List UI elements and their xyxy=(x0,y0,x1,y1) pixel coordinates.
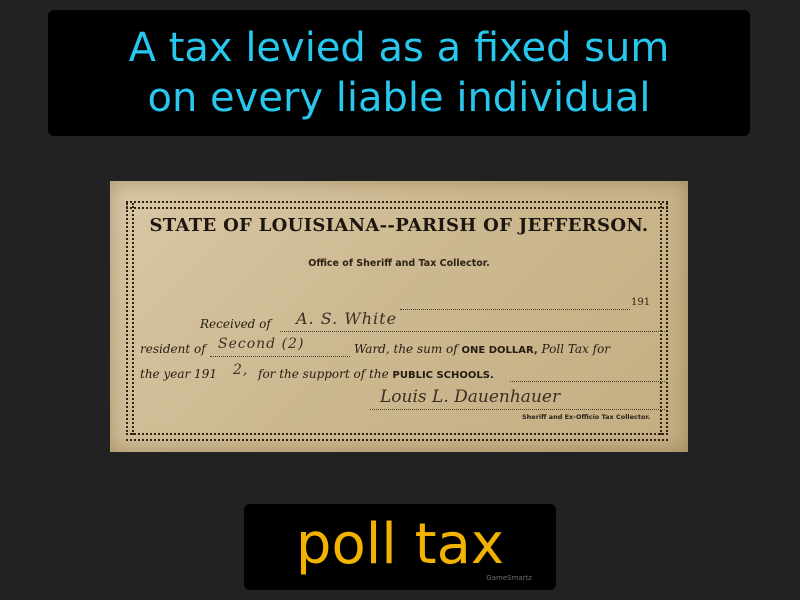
amount-caps: ONE DOLLAR, xyxy=(461,345,538,356)
ward-line xyxy=(210,356,350,357)
receipt-subtitle: Office of Sheriff and Tax Collector. xyxy=(308,258,490,269)
collector-signature: Louis L. Dauenhauer xyxy=(380,387,561,407)
year-value: 2, xyxy=(233,362,249,378)
resident-label: resident of xyxy=(140,342,206,356)
poll-tax-label: Poll Tax for xyxy=(541,342,611,356)
received-line xyxy=(280,331,665,332)
term-text: poll tax xyxy=(295,512,505,577)
support-text: for the support of the PUBLIC SCHOOLS. xyxy=(258,367,494,381)
received-name: A. S. White xyxy=(296,309,398,328)
definition-box: A tax levied as a fixed sum on every lia… xyxy=(48,10,750,136)
receipt-border-bottom xyxy=(126,433,668,441)
year-label: the year 191 xyxy=(140,367,217,381)
term-box: poll tax GameSmartz xyxy=(244,504,556,590)
receipt-border-right xyxy=(660,203,668,435)
year-line xyxy=(510,381,665,382)
definition-line-2: on every liable individual xyxy=(147,75,651,121)
ward-value: Second (2) xyxy=(218,336,305,352)
collector-title: Sheriff and Ex-Officio Tax Collector. xyxy=(522,413,651,421)
definition-text: A tax levied as a fixed sum on every lia… xyxy=(129,23,670,123)
brand-watermark: GameSmartz xyxy=(486,574,532,582)
receipt-border-top xyxy=(126,201,668,209)
schools-caps: PUBLIC SCHOOLS. xyxy=(392,370,494,381)
receipt-date-line xyxy=(400,309,630,310)
signature-line xyxy=(370,409,665,410)
ward-text: Ward, the sum of ONE DOLLAR, Poll Tax fo… xyxy=(354,342,610,356)
poll-tax-receipt-image: STATE OF LOUISIANA--PARISH OF JEFFERSON.… xyxy=(110,181,688,452)
receipt-year-suffix: 191 xyxy=(631,297,651,308)
receipt-border-left xyxy=(126,203,134,435)
received-label: Received of xyxy=(200,317,271,331)
support-label: for the support of the xyxy=(258,367,389,381)
definition-line-1: A tax levied as a fixed sum xyxy=(128,25,670,71)
receipt-title: STATE OF LOUISIANA--PARISH OF JEFFERSON. xyxy=(149,215,649,236)
ward-text-1: Ward, the sum of xyxy=(354,342,458,356)
